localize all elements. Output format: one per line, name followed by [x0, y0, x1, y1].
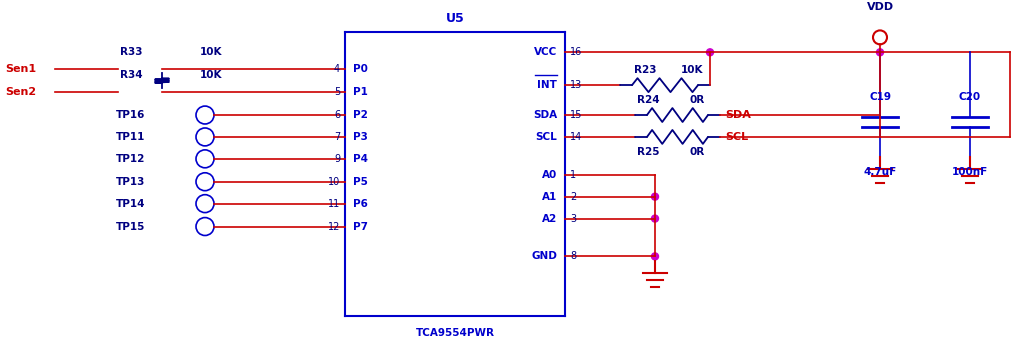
Text: TP11: TP11 [115, 132, 145, 142]
Text: A0: A0 [542, 170, 557, 180]
Circle shape [706, 49, 713, 56]
Text: VDD: VDD [867, 2, 893, 12]
Text: TCA9554PWR: TCA9554PWR [416, 328, 495, 338]
Text: R25: R25 [637, 147, 659, 157]
Text: SDA: SDA [725, 110, 751, 120]
Text: TP12: TP12 [115, 154, 145, 164]
Circle shape [651, 215, 658, 222]
Text: 10: 10 [328, 177, 340, 187]
Text: Sen1: Sen1 [5, 64, 36, 74]
Text: 9: 9 [334, 154, 340, 164]
Text: Sen2: Sen2 [5, 87, 36, 97]
Text: R34: R34 [120, 70, 143, 80]
Text: 10K: 10K [200, 47, 223, 57]
Text: R33: R33 [120, 47, 142, 57]
Text: 10K: 10K [681, 65, 703, 75]
Text: GND: GND [531, 252, 557, 261]
Text: TP13: TP13 [115, 177, 145, 187]
Circle shape [651, 253, 658, 260]
Text: 3: 3 [570, 213, 576, 224]
Text: 14: 14 [570, 132, 583, 142]
Text: P6: P6 [353, 199, 368, 209]
Text: SCL: SCL [725, 132, 748, 142]
Text: 15: 15 [570, 110, 583, 120]
Text: TP16: TP16 [115, 110, 145, 120]
Text: A1: A1 [542, 192, 557, 202]
Text: 0R: 0R [690, 95, 704, 105]
Text: INT: INT [538, 80, 557, 90]
Text: P1: P1 [353, 87, 368, 97]
Text: P3: P3 [353, 132, 368, 142]
Text: 4: 4 [334, 64, 340, 74]
Text: P0: P0 [353, 64, 368, 74]
Text: P7: P7 [353, 221, 368, 231]
Text: C19: C19 [869, 92, 891, 102]
Text: 100nF: 100nF [951, 167, 988, 177]
Text: TP15: TP15 [115, 221, 145, 231]
Text: VCC: VCC [533, 47, 557, 57]
Text: 2: 2 [570, 192, 576, 202]
Text: 12: 12 [328, 221, 340, 231]
Text: 11: 11 [328, 199, 340, 209]
Text: C20: C20 [959, 92, 981, 102]
Text: 4.7uF: 4.7uF [864, 167, 896, 177]
Text: R24: R24 [637, 95, 659, 105]
Text: 7: 7 [334, 132, 340, 142]
Text: A2: A2 [542, 213, 557, 224]
Text: U5: U5 [446, 12, 464, 25]
Circle shape [877, 49, 883, 56]
Text: 13: 13 [570, 80, 583, 90]
Text: 5: 5 [334, 87, 340, 97]
Text: P4: P4 [353, 154, 368, 164]
Text: 6: 6 [334, 110, 340, 120]
Text: 1: 1 [570, 170, 576, 180]
Text: 16: 16 [570, 47, 583, 57]
Text: 8: 8 [570, 252, 576, 261]
Text: SDA: SDA [532, 110, 557, 120]
Text: P5: P5 [353, 177, 368, 187]
Text: 0R: 0R [690, 147, 704, 157]
Text: 10K: 10K [200, 70, 223, 80]
Text: R23: R23 [634, 65, 656, 75]
Text: SCL: SCL [536, 132, 557, 142]
Circle shape [651, 193, 658, 200]
Text: TP14: TP14 [115, 199, 145, 209]
Text: P2: P2 [353, 110, 368, 120]
